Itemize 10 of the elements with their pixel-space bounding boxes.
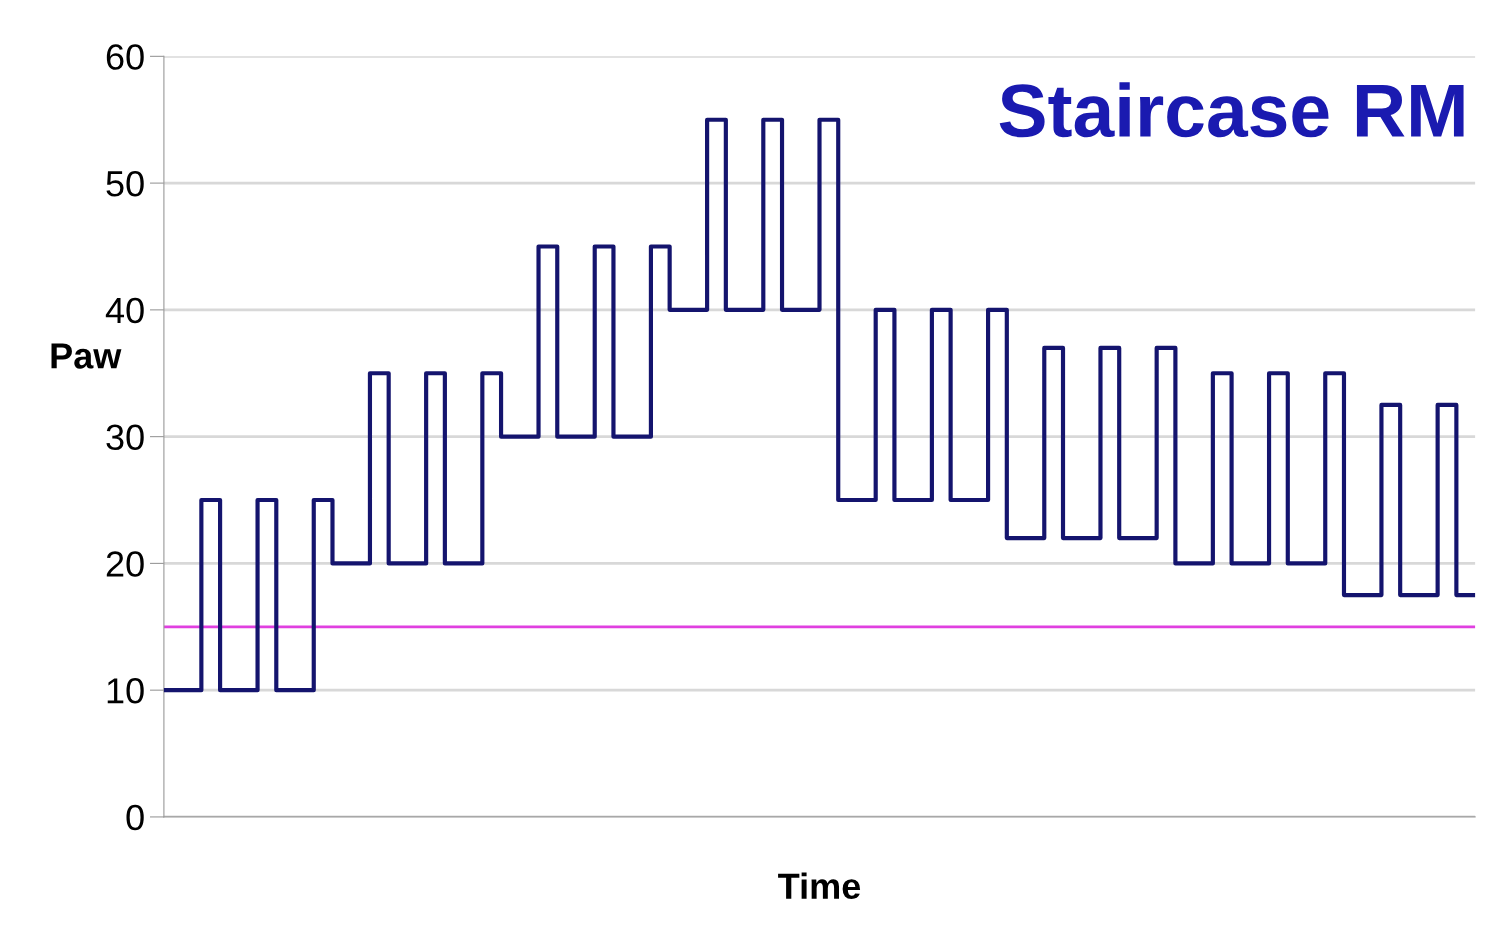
x-axis-title: Time [778,872,861,900]
y-tick-label: 30 [106,424,144,451]
y-tick-label: 20 [106,551,144,577]
y-tick-label: 40 [105,297,144,324]
y-axis-title: Paw [51,343,122,369]
y-tick-label: 10 [107,678,144,704]
y-tick-label: 0 [126,804,144,831]
chart-title: Staircase RM [999,82,1464,138]
y-tick-label: 60 [106,44,144,70]
y-tick-label: 50 [106,170,144,197]
